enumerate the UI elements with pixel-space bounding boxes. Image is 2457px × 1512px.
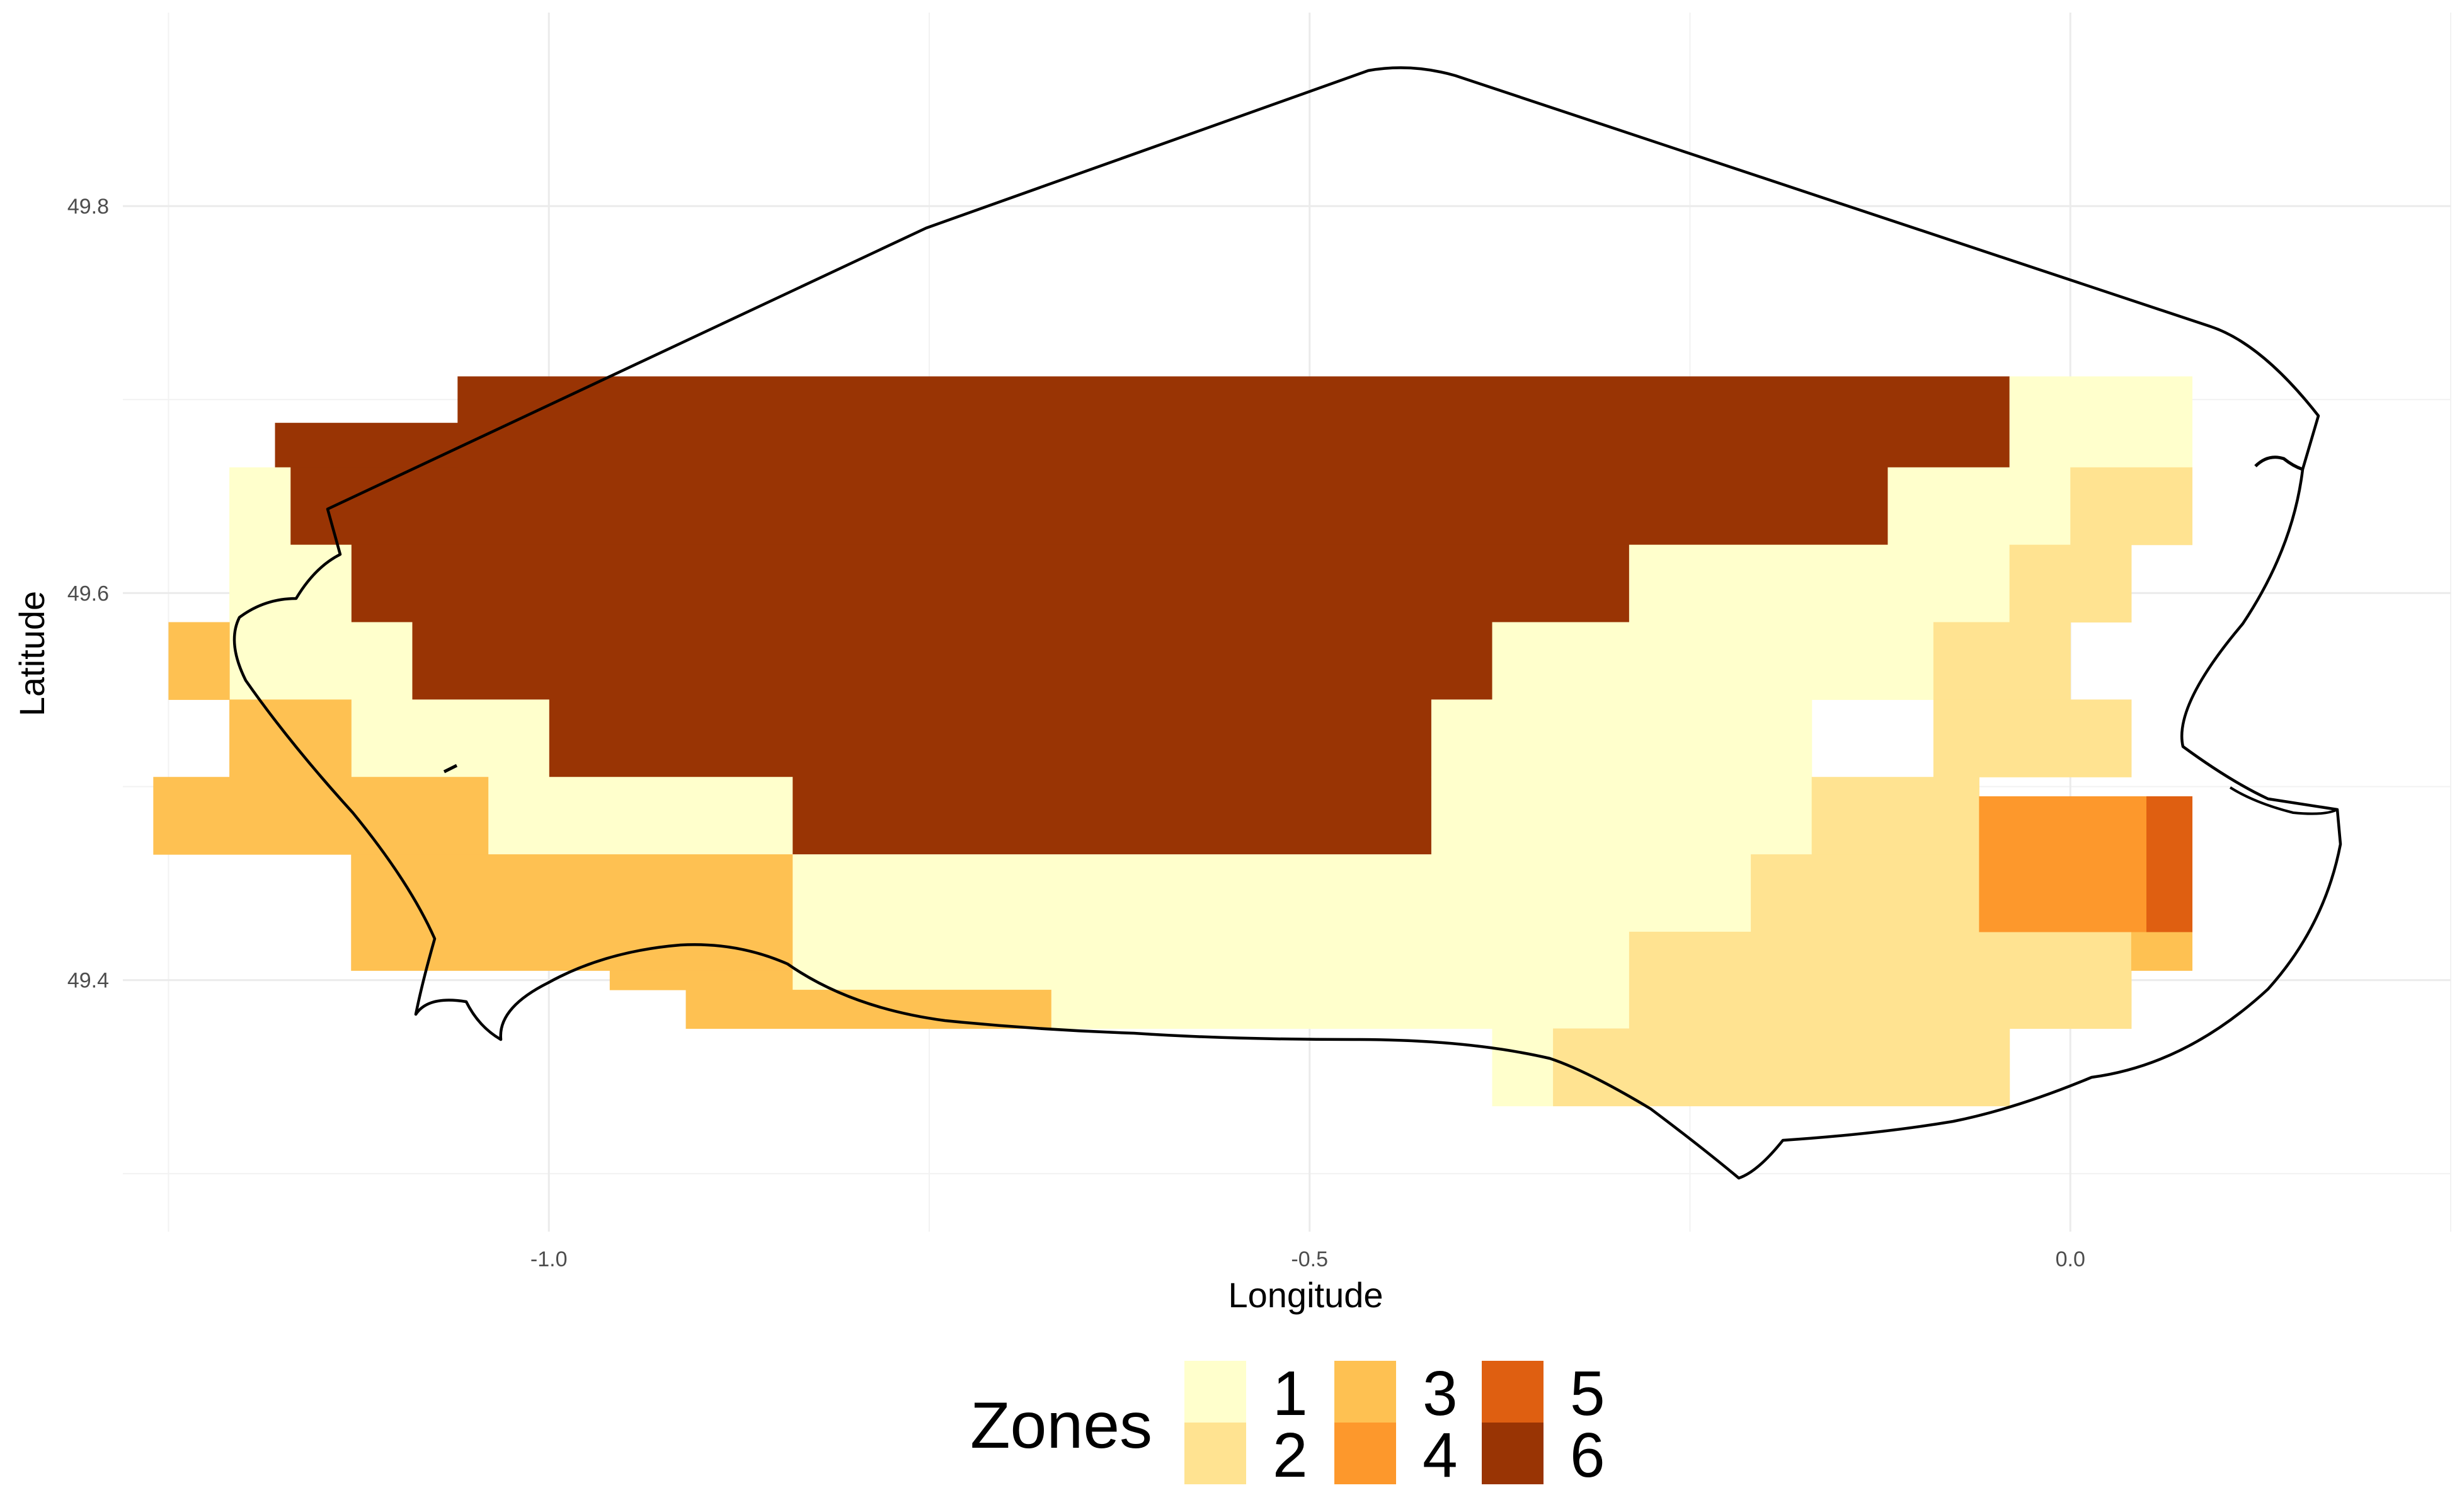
- legend-swatch-3: [1334, 1361, 1396, 1423]
- zone-cell-1: [1431, 699, 1813, 777]
- legend-label-3: 3: [1423, 1358, 1458, 1429]
- zone-cell-6: [411, 622, 1493, 700]
- zone-cell-1: [792, 854, 1751, 932]
- zone-cell-1: [229, 622, 413, 700]
- legend-title: Zones: [970, 1389, 1152, 1462]
- zone-cell-1: [1431, 777, 1813, 855]
- zone-cell-1: [1887, 467, 2071, 546]
- zone-cell-1: [1492, 622, 1934, 700]
- coastline-estuary: [2229, 786, 2338, 815]
- legend-swatch-1: [1184, 1361, 1246, 1423]
- legend-label-4: 4: [1423, 1420, 1458, 1491]
- zone-cell-3: [153, 777, 489, 855]
- zone-cell-1: [1051, 990, 1630, 1029]
- zone-cell-1: [2009, 376, 2193, 468]
- x-tick-label: -1.0: [530, 1247, 568, 1271]
- x-tick-label: -0.5: [1291, 1247, 1328, 1271]
- zone-cell-6: [275, 423, 458, 468]
- zone-cell-6: [351, 544, 1630, 623]
- legend-label-1: 1: [1273, 1358, 1308, 1429]
- legend-swatch-4: [1334, 1423, 1396, 1484]
- coastline-islet: [2254, 455, 2303, 471]
- zone-cell-3: [168, 622, 230, 700]
- y-tick-label: 49.4: [67, 969, 109, 993]
- zone-cell-2: [1751, 854, 1979, 932]
- coastline-outline: [232, 66, 2342, 1180]
- zone-cell-2: [1933, 622, 2071, 700]
- zone-cell-2: [1933, 699, 2132, 777]
- zone-cell-2: [1629, 931, 2132, 1029]
- x-axis-title: Longitude: [1228, 1275, 1383, 1315]
- legend-label-2: 2: [1273, 1420, 1308, 1491]
- zone-cell-3: [609, 970, 793, 990]
- x-tick-label: 0.0: [2056, 1247, 2085, 1271]
- zone-cell-6: [457, 376, 2010, 468]
- legend-swatch-5: [1482, 1361, 1544, 1423]
- zone-cell-4: [1979, 796, 2147, 932]
- zone-cell-1: [488, 777, 793, 855]
- legend-label-6: 6: [1570, 1420, 1605, 1491]
- zone-cell-2: [2009, 544, 2132, 623]
- zone-cell-6: [549, 699, 1432, 777]
- zone-cell-2: [2070, 467, 2193, 546]
- legend: Zones 12 34 56: [970, 1358, 1605, 1491]
- y-tick-label: 49.8: [67, 195, 109, 219]
- zone-cell-2: [1811, 777, 1979, 855]
- zone-cell-6: [290, 467, 1889, 546]
- zone-cell-3: [351, 931, 793, 971]
- zone-cell-1: [229, 467, 291, 546]
- zone-cell-1: [351, 699, 549, 777]
- zone-cells: [153, 376, 2193, 1106]
- zone-cell-5: [2146, 796, 2193, 932]
- legend-label-5: 5: [1570, 1358, 1605, 1429]
- zone-cell-3: [2131, 931, 2193, 971]
- zone-cell-3: [685, 990, 1051, 1029]
- y-tick-label: 49.6: [67, 581, 109, 605]
- y-axis-title: Latitude: [12, 591, 52, 716]
- y-axis-ticks: 49.4 49.6 49.8: [67, 195, 109, 993]
- zone-cell-1: [792, 931, 1630, 990]
- x-axis-ticks: -1.0 -0.5 0.0: [530, 1247, 2085, 1271]
- zone-cell-3: [351, 854, 793, 932]
- zone-cell-6: [792, 777, 1432, 855]
- zone-cell-2: [1553, 1028, 2010, 1106]
- legend-swatch-6: [1482, 1423, 1544, 1484]
- zone-cell-1: [1492, 1028, 1554, 1106]
- legend-swatch-2: [1184, 1423, 1246, 1484]
- zone-cell-1: [1629, 544, 2010, 623]
- coastline-rock: [443, 764, 458, 774]
